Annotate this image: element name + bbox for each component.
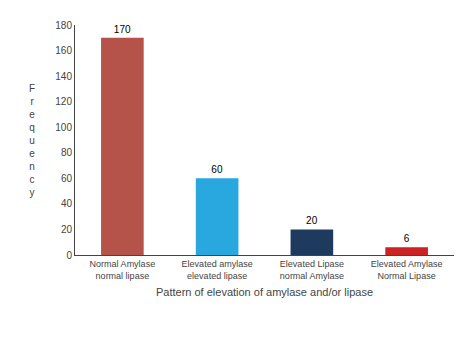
svg-text:20: 20 [61, 224, 73, 235]
svg-text:170: 170 [114, 24, 131, 35]
svg-text:80: 80 [61, 147, 73, 158]
svg-text:Normal Amylasenormal lipase: Normal Amylasenormal lipase [90, 259, 156, 281]
svg-text:6: 6 [404, 233, 410, 244]
svg-text:120: 120 [55, 96, 72, 107]
svg-text:Elevated AmylaseNormal Lipase: Elevated AmylaseNormal Lipase [371, 259, 443, 281]
svg-text:60: 60 [61, 173, 73, 184]
svg-text:Pattern of elevation of amylas: Pattern of elevation of amylase and/or l… [156, 286, 373, 298]
svg-text:Elevated Lipasenormal Amylase: Elevated Lipasenormal Amylase [280, 259, 344, 281]
svg-text:0: 0 [66, 250, 72, 261]
svg-text:140: 140 [55, 71, 72, 82]
svg-text:100: 100 [55, 122, 72, 133]
svg-text:60: 60 [211, 164, 223, 175]
svg-text:40: 40 [61, 198, 73, 209]
svg-text:160: 160 [55, 45, 72, 56]
svg-text:Frequency: Frequency [29, 83, 35, 198]
svg-text:180: 180 [55, 20, 72, 31]
svg-text:20: 20 [306, 215, 318, 226]
svg-text:Elevated amylaseelevated lipas: Elevated amylaseelevated lipase [182, 259, 253, 281]
